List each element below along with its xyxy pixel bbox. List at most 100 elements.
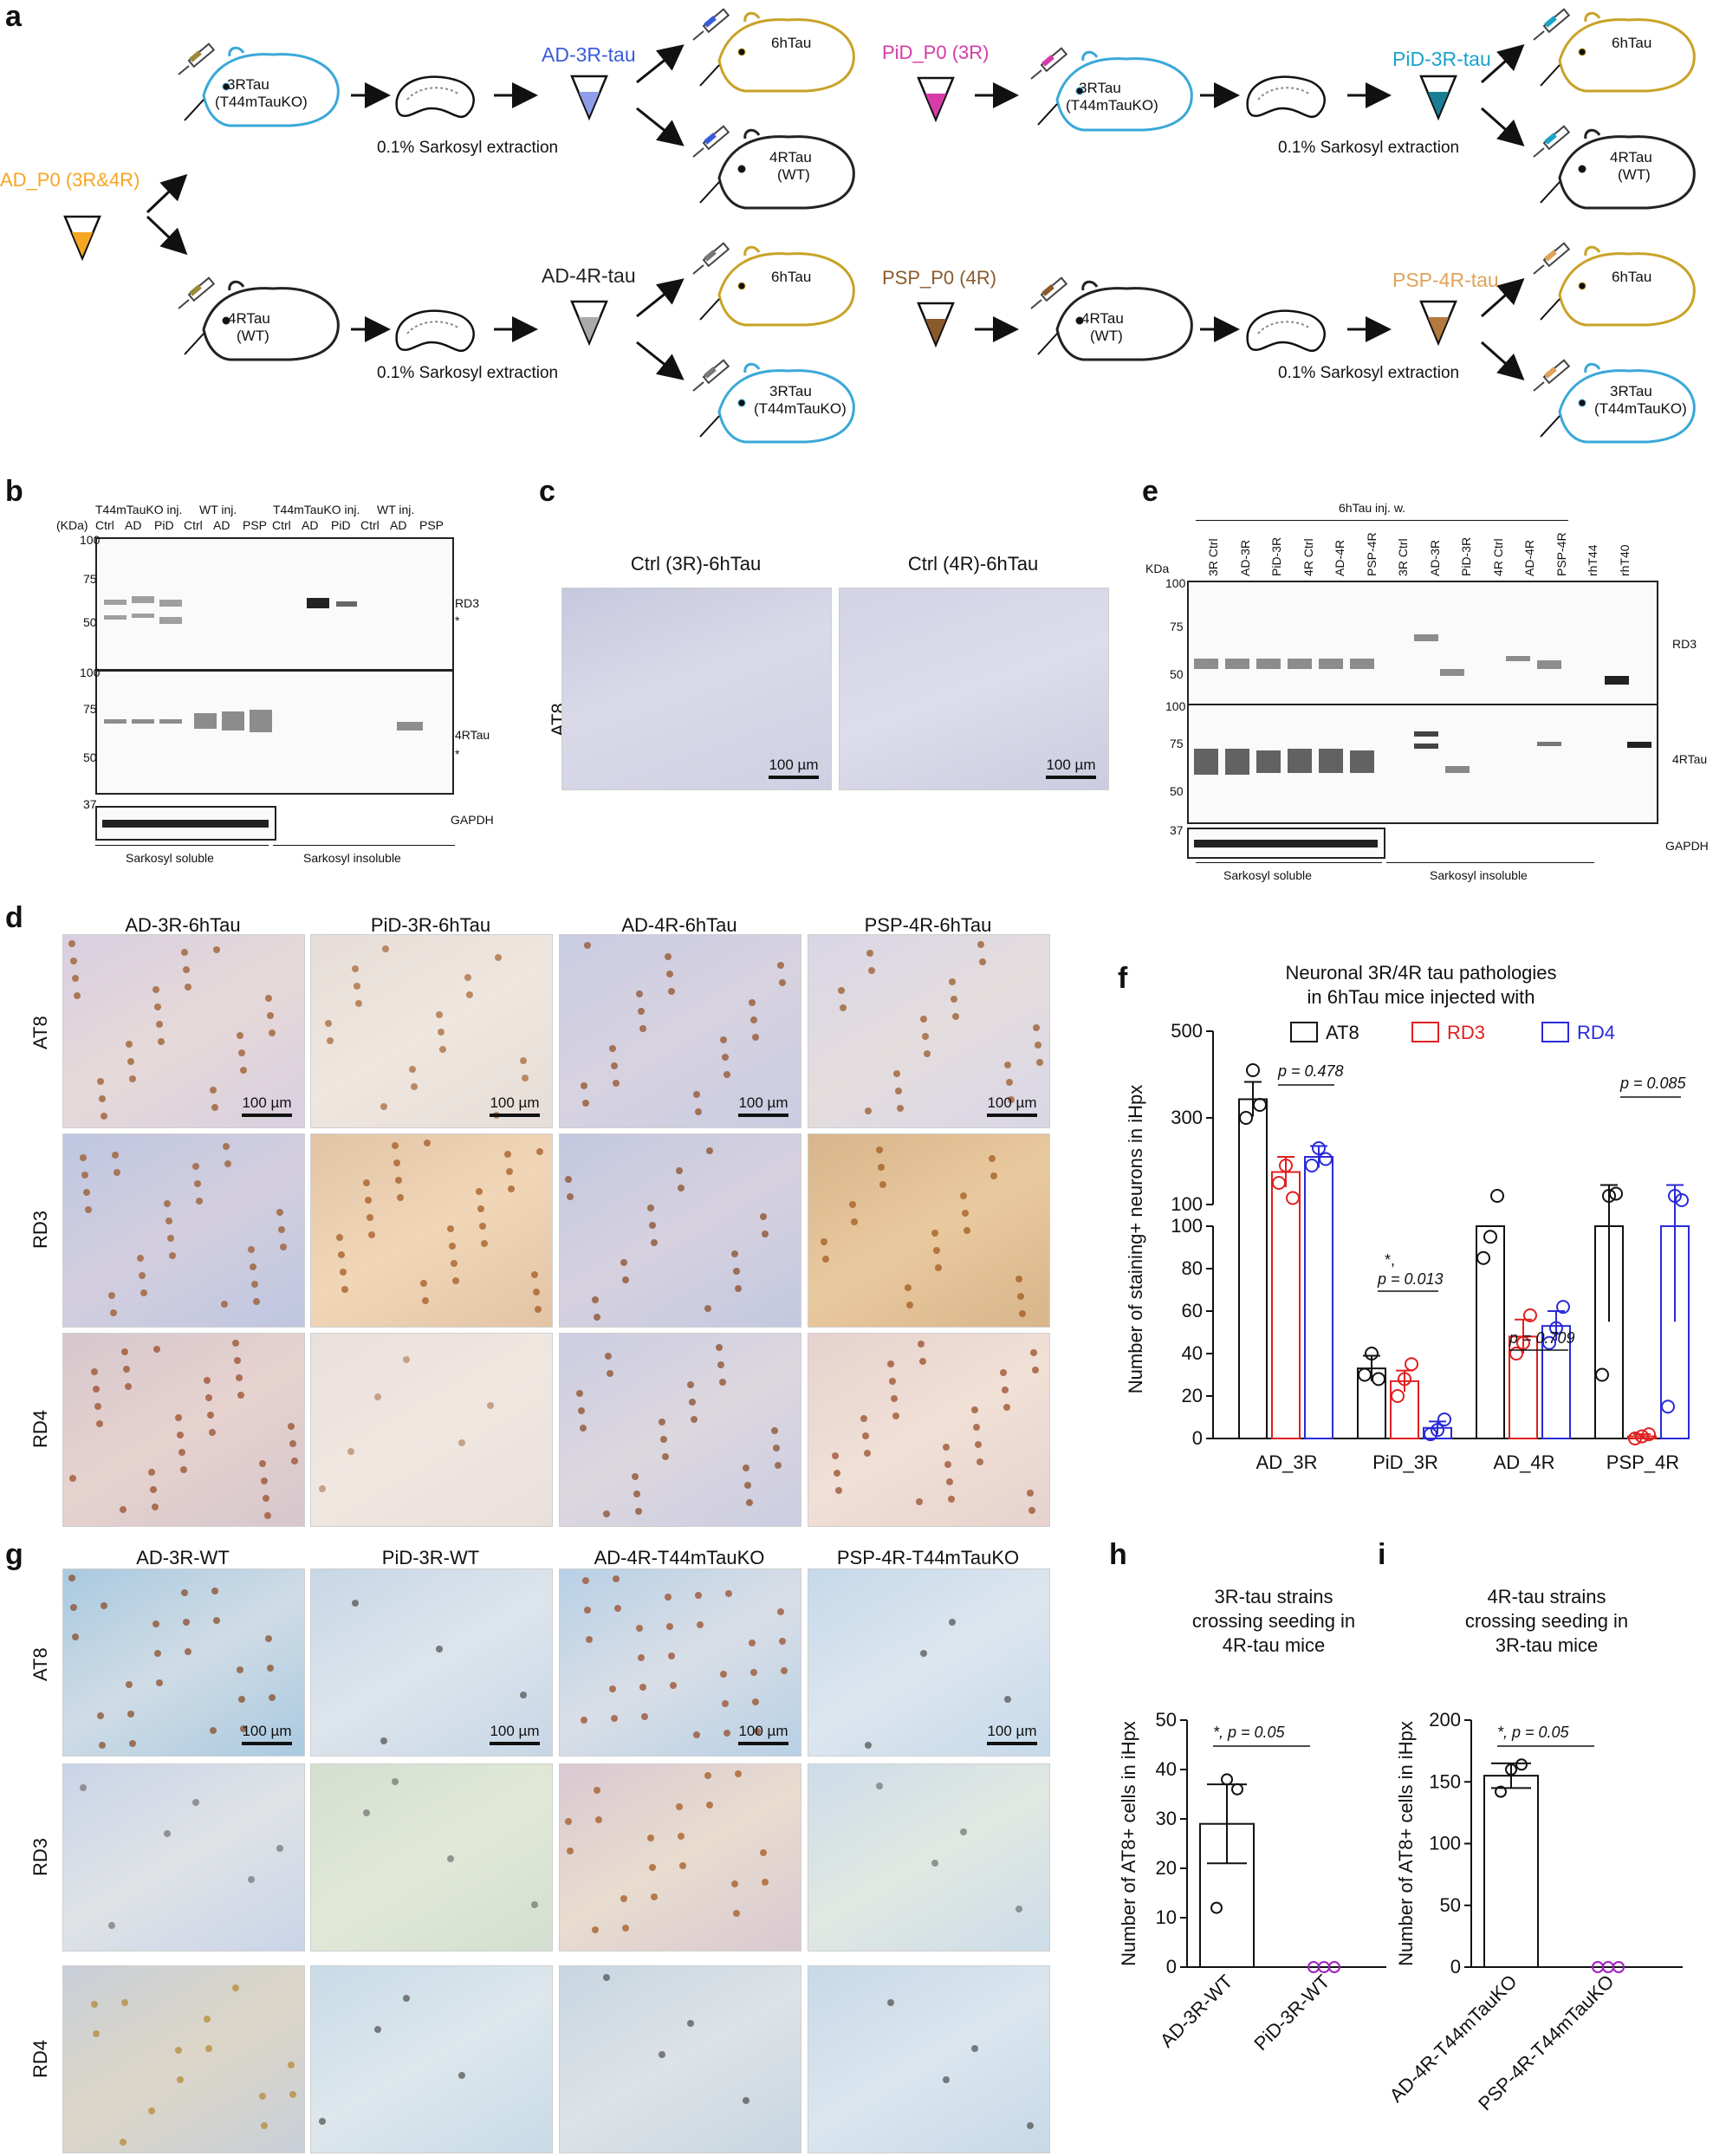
fraction-line <box>1386 862 1594 863</box>
brain-icon <box>395 75 475 119</box>
column-label: PSP-4R-T44mTauKO <box>836 1547 1020 1568</box>
y-tick-label: 100 <box>1429 1833 1461 1854</box>
tube-ad3r-icon <box>570 75 608 120</box>
recipient-label: 3RTau <box>1610 383 1652 399</box>
column-label: Ctrl (4R)-6hTau <box>907 553 1039 575</box>
data-point <box>1556 1300 1570 1315</box>
data-point <box>1628 1432 1642 1445</box>
scale-bar-label: 100 µm <box>1046 757 1096 773</box>
data-point <box>1328 1961 1340 1973</box>
micrograph <box>62 1333 305 1527</box>
panel-label-d: d <box>5 901 23 934</box>
blot-4rtau <box>95 670 454 795</box>
chart-h-subtitle-1: crossing seeding in <box>1191 1610 1356 1632</box>
y-tick-label: 150 <box>1429 1770 1461 1792</box>
host-label: 3RTau <box>227 76 269 93</box>
mouse-6htau-icon <box>698 11 855 93</box>
lane-label: rhT44 <box>1586 544 1599 576</box>
recipient-label: 6hTau <box>1612 269 1652 285</box>
data-point <box>1509 1347 1523 1360</box>
lane-label: Ctrl <box>184 518 203 532</box>
data-point <box>1505 1763 1517 1776</box>
micrograph: 100 µm <box>839 588 1109 790</box>
host-sub-label: (T44mTauKO) <box>1066 97 1158 114</box>
kda-label: KDa <box>1145 562 1170 575</box>
panel-a-drawing <box>63 8 1696 444</box>
column-label: PiD-3R-6hTau <box>370 914 491 936</box>
micrograph <box>808 1333 1050 1527</box>
data-point <box>1523 1308 1537 1322</box>
strain-label-pid3r: PiD-3R-tau <box>1392 48 1491 70</box>
band-label-gapdh: GAPDH <box>1665 839 1709 853</box>
extraction-label: 0.1% Sarkosyl extraction <box>1278 364 1460 382</box>
y-tick-label: 60 <box>1182 1300 1203 1322</box>
chart-i-subtitle-1: crossing seeding in <box>1464 1610 1629 1632</box>
data-point <box>1246 1063 1260 1077</box>
lane-label: 4R Ctrl <box>1301 538 1315 576</box>
mw-marker: 50 <box>83 615 97 629</box>
bar-RD4-AD_3R <box>1304 1156 1333 1439</box>
lane-label: PSP <box>243 518 268 532</box>
scale-bar <box>1046 776 1096 779</box>
lane-label: PiD-3R <box>1459 536 1473 576</box>
micrograph: 100 µm <box>808 1568 1050 1757</box>
x-tick-label: PiD_3R <box>1372 1451 1438 1473</box>
lane-label: AD <box>125 518 142 532</box>
legend-label: AT8 <box>1326 1022 1359 1043</box>
bar-AT8-AD_3R <box>1238 1098 1268 1439</box>
tube-ad-source-icon <box>63 215 101 260</box>
lane-label: AD-4R <box>1522 539 1536 576</box>
lane-label: PSP <box>419 518 444 532</box>
panel-label-c: c <box>539 475 555 508</box>
micrograph: 100 µm <box>310 934 553 1128</box>
row-label: RD4 <box>29 2039 51 2078</box>
strain-label-ad4r: AD-4R-tau <box>542 264 636 287</box>
ad-source-label: AD_P0 (3R&4R) <box>0 169 140 191</box>
micrograph: 100 µm <box>808 934 1050 1128</box>
y-tick-label: 40 <box>1182 1342 1203 1364</box>
blot-header: 6hTau inj. w. <box>1339 501 1406 515</box>
scale-bar-label: 100 µm <box>738 1723 788 1739</box>
lane-label: Ctrl <box>360 518 380 532</box>
p-value-annotation: *, p = 0.05 <box>1497 1724 1570 1741</box>
y-tick-label: 500 <box>1171 1020 1203 1042</box>
scale-bar <box>490 1114 540 1117</box>
p-value-annotation: p = 0.478 <box>1277 1062 1344 1080</box>
mw-marker: 50 <box>1170 667 1184 681</box>
bar-AD-4R-T44mTauKO <box>1483 1775 1539 1968</box>
row-label: AT8 <box>29 1646 51 1681</box>
lane-label: PSP-4R <box>1554 532 1568 576</box>
tube-pid3r-icon <box>1419 75 1457 120</box>
micrograph: 100 µm <box>310 1568 553 1757</box>
data-point <box>1490 1189 1504 1203</box>
lane-label: PSP-4R <box>1364 532 1379 576</box>
x-tick-label: PSP_4R <box>1606 1451 1679 1473</box>
data-point <box>1515 1758 1528 1771</box>
y-tick-label: 200 <box>1429 1709 1461 1731</box>
header-line <box>1196 520 1568 521</box>
kda-label: (KDa) <box>56 518 88 532</box>
data-point <box>1279 1159 1293 1172</box>
host-sub-label: (T44mTauKO) <box>215 94 308 110</box>
y-axis-label: Number of staining+ neurons in iHpx <box>1125 1085 1146 1393</box>
recipient-label: 4RTau <box>1610 149 1652 166</box>
y-tick-label: 50 <box>1156 1709 1177 1731</box>
mw-marker: 100 <box>80 533 101 547</box>
host-label: 4RTau <box>1081 310 1124 327</box>
data-point <box>1424 1427 1437 1442</box>
data-point <box>1272 1176 1286 1190</box>
lane-label: 3R Ctrl <box>1206 538 1220 576</box>
mw-marker: 100 <box>1165 699 1186 713</box>
scale-bar <box>769 776 819 779</box>
strain-label-ad3r: AD-3R-tau <box>542 43 636 66</box>
micrograph: 100 µm <box>62 934 305 1128</box>
host-label: 4RTau <box>228 310 270 327</box>
data-point <box>1365 1347 1379 1360</box>
tube-psp4r-icon <box>1419 300 1457 345</box>
y-axis-label: Number of AT8+ cells in iHpx <box>1118 1721 1139 1966</box>
data-point <box>1405 1357 1418 1372</box>
lane-label: AD <box>213 518 230 532</box>
row-label: RD3 <box>29 1837 51 1876</box>
legend-swatch <box>1541 1022 1569 1042</box>
data-point <box>1372 1372 1385 1386</box>
